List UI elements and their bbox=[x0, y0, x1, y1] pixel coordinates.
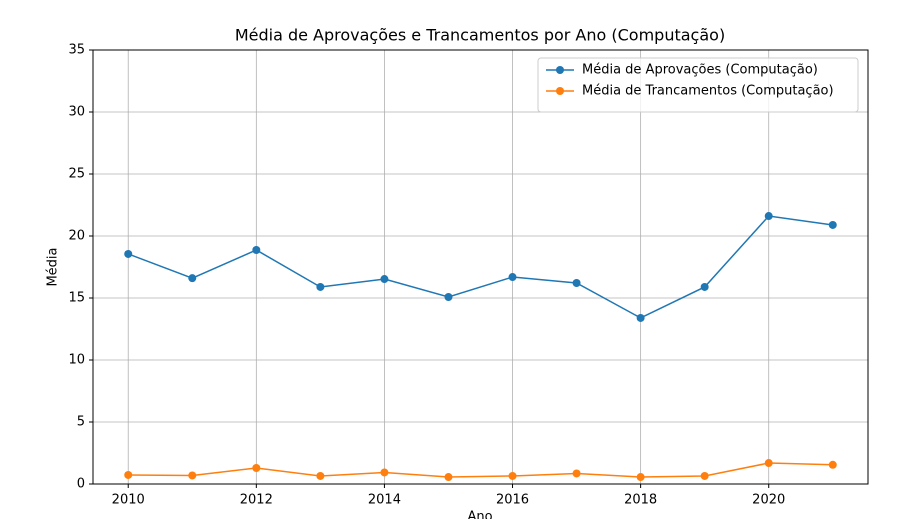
y-axis-label: Média bbox=[46, 247, 61, 286]
x-tick-label: 2020 bbox=[752, 493, 785, 508]
data-point bbox=[124, 249, 133, 258]
data-point bbox=[316, 471, 325, 480]
y-tick-label: 30 bbox=[68, 105, 85, 120]
y-tick-label: 10 bbox=[68, 353, 85, 368]
data-point bbox=[380, 468, 389, 477]
x-tick-label: 2014 bbox=[368, 493, 401, 508]
data-point bbox=[508, 273, 517, 282]
data-point bbox=[572, 278, 581, 287]
data-point bbox=[380, 275, 389, 284]
x-tick-label: 2016 bbox=[496, 493, 529, 508]
x-tick-label: 2012 bbox=[240, 493, 273, 508]
legend-label: Média de Trancamentos (Computação) bbox=[582, 84, 834, 99]
data-point bbox=[828, 460, 837, 469]
y-tick-label: 15 bbox=[68, 291, 85, 306]
x-tick-label: 2010 bbox=[112, 493, 145, 508]
data-point bbox=[188, 471, 197, 480]
legend: Média de Aprovações (Computação) Média de… bbox=[537, 57, 859, 113]
y-tick-label: 5 bbox=[77, 415, 85, 430]
y-tick-label: 35 bbox=[68, 43, 85, 58]
series-line bbox=[127, 215, 833, 319]
y-tick-label: 25 bbox=[68, 167, 85, 182]
data-point bbox=[700, 282, 709, 291]
legend-box bbox=[537, 57, 859, 113]
y-tick-label: 20 bbox=[68, 229, 85, 244]
data-point bbox=[636, 473, 645, 482]
legend-label: Média de Aprovações (Computação) bbox=[582, 63, 818, 78]
data-point bbox=[444, 293, 453, 302]
data-point bbox=[188, 274, 197, 283]
legend-marker bbox=[556, 87, 564, 95]
data-point bbox=[764, 459, 773, 468]
data-point bbox=[828, 220, 837, 229]
data-point bbox=[444, 473, 453, 482]
data-point bbox=[700, 471, 709, 480]
x-axis-label: Ano bbox=[467, 510, 492, 519]
plot-frame bbox=[92, 49, 869, 485]
y-tick-label: 0 bbox=[77, 477, 85, 492]
data-point bbox=[764, 212, 773, 221]
data-point bbox=[252, 464, 261, 473]
legend-marker bbox=[556, 66, 564, 74]
data-point bbox=[316, 282, 325, 291]
chart-title: Média de Aprovações e Trancamentos por A… bbox=[235, 26, 725, 45]
data-point bbox=[252, 246, 261, 255]
series-line bbox=[128, 462, 833, 478]
data-point bbox=[508, 471, 517, 480]
data-point bbox=[572, 469, 581, 478]
data-point bbox=[636, 313, 645, 322]
x-tick-label: 2018 bbox=[624, 493, 657, 508]
data-point bbox=[124, 470, 133, 479]
